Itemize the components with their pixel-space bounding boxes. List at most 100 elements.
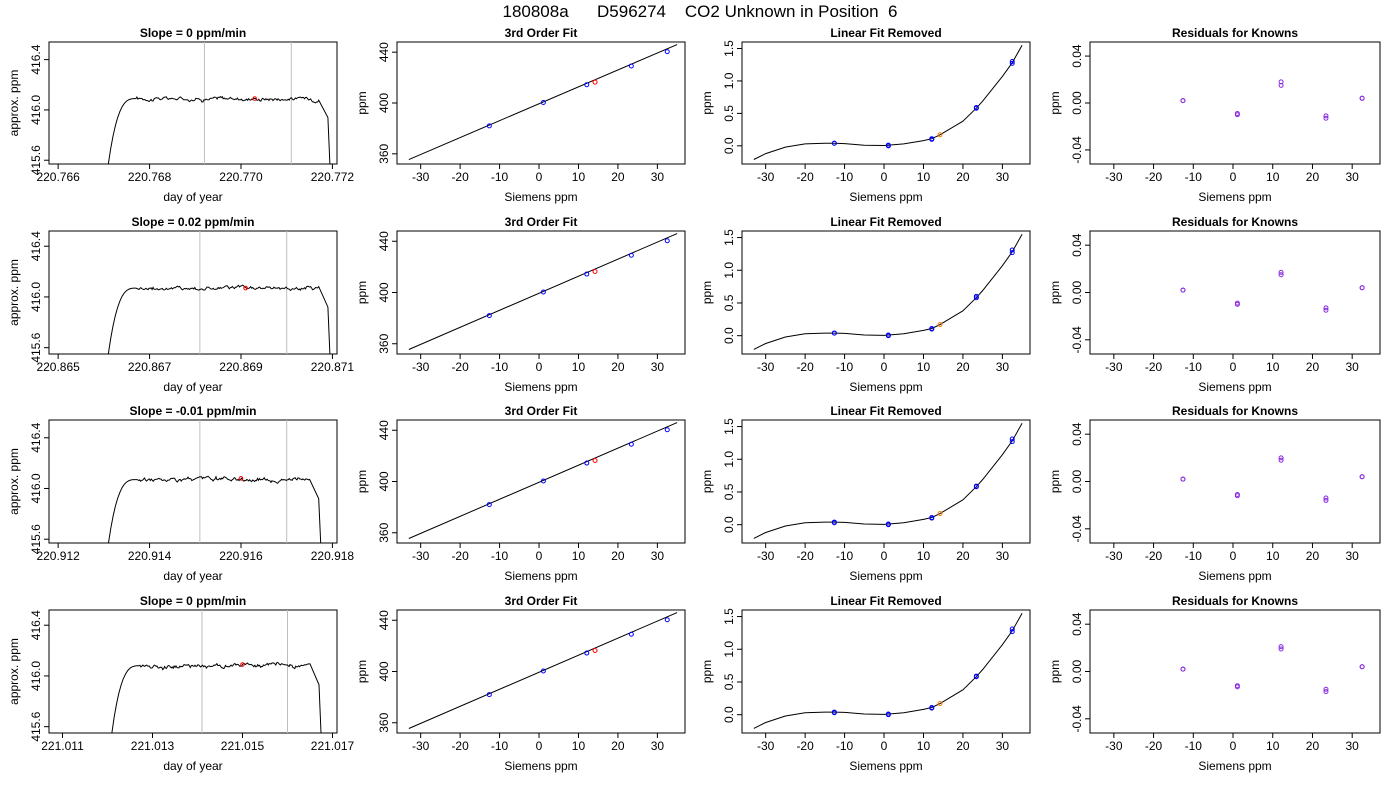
y-tick-label: 416.0 (29, 473, 43, 503)
residual-point-repeat (1323, 307, 1329, 313)
page-title: 180808a D596274 CO2 Unknown in Position … (502, 2, 898, 21)
y-tick-label: 0.0 (722, 516, 736, 533)
x-tick-label: 20 (611, 739, 625, 753)
x-tick-label: 10 (572, 739, 586, 753)
y-tick-label: 400 (377, 282, 391, 302)
signal-trace (111, 661, 322, 733)
known-point-repeat (1009, 58, 1015, 64)
y-tick-label: 0.00 (1070, 469, 1084, 493)
y-tick-label: -0.04 (1070, 515, 1084, 543)
x-tick-label: -20 (451, 549, 469, 563)
known-point-repeat (929, 705, 935, 711)
residual-point (1323, 305, 1329, 311)
x-tick-label: 0 (536, 360, 543, 374)
known-point-repeat (831, 710, 837, 716)
residual-point-repeat (1278, 269, 1284, 275)
x-tick-label: -30 (757, 739, 775, 753)
plot-frame (1089, 41, 1381, 165)
y-axis-label: ppm (355, 91, 369, 114)
residual-point-repeat (1234, 301, 1240, 307)
known-point (584, 271, 590, 277)
panel-linear_removed-4: Linear Fit Removed -30 -20 -10 0 10 20 30 Siemen… (700, 594, 1031, 773)
x-axis-label: Siemens ppm (849, 190, 922, 204)
y-tick-label: 0.04 (1070, 233, 1084, 257)
x-tick-label: -10 (1185, 360, 1203, 374)
x-axis-label: day of year (163, 380, 222, 394)
x-tick-label: 220.912 (36, 549, 80, 563)
x-tick-label: -20 (1145, 170, 1163, 184)
residual-point-repeat (1323, 497, 1329, 503)
known-point (584, 650, 590, 656)
panel-linear_removed-2: Linear Fit Removed -30 -20 -10 0 10 20 30 Siemen… (700, 215, 1031, 394)
x-axis-label: day of year (163, 569, 222, 583)
y-axis-label: ppm (355, 660, 369, 683)
x-tick-label: 10 (1266, 360, 1280, 374)
y-tick-label: 1.5 (722, 418, 736, 435)
x-tick-label: -20 (796, 170, 814, 184)
x-tick-label: -30 (412, 739, 430, 753)
y-axis-label: ppm (700, 470, 714, 493)
y-tick-label: 0.04 (1070, 612, 1084, 636)
known-point-repeat (973, 293, 979, 299)
residual-point-repeat (1359, 95, 1365, 101)
y-tick-label: -0.04 (1070, 705, 1084, 733)
plot-frame (1089, 230, 1381, 355)
y-axis-label: ppm (1048, 470, 1062, 493)
panel-title: Residuals for Knowns (1172, 404, 1298, 418)
sample-marker (238, 476, 244, 481)
x-tick-label: 0 (881, 170, 888, 184)
x-tick-label: 220.918 (311, 549, 355, 563)
residual-point-repeat (1180, 476, 1186, 482)
y-tick-label: 1.5 (722, 608, 736, 625)
x-tick-label: 20 (611, 549, 625, 563)
panel-linear_removed-1: Linear Fit Removed -30 -20 -10 0 10 20 30 Siemen… (700, 26, 1031, 204)
residual-point-repeat (1180, 98, 1186, 104)
y-tick-label: -0.04 (1070, 136, 1084, 164)
x-tick-label: -10 (491, 549, 509, 563)
x-tick-label: 20 (956, 360, 970, 374)
x-tick-label: 0 (1230, 170, 1237, 184)
y-tick-label: 416.4 (29, 610, 43, 640)
x-tick-label: 221.017 (311, 739, 355, 753)
fit-line (408, 233, 678, 350)
unknown-point (937, 322, 943, 328)
panel-residuals-1: Residuals for Knowns -30 -20 -10 0 10 20 30 Siem… (1048, 26, 1381, 204)
residual-point-repeat (1323, 113, 1329, 119)
x-tick-label: 220.914 (128, 549, 172, 563)
x-tick-label: -20 (796, 360, 814, 374)
known-point-repeat (885, 333, 891, 339)
x-axis-label: day of year (163, 190, 222, 204)
x-axis-label: Siemens ppm (1198, 380, 1271, 394)
y-tick-label: 360 (377, 144, 391, 164)
y-tick-label: 1.0 (722, 262, 736, 279)
panel-title: Slope = -0.01 ppm/min (129, 404, 256, 418)
y-tick-label: 0.00 (1070, 280, 1084, 304)
known-point-repeat (973, 483, 979, 489)
panel-time-1: Slope = 0 ppm/min 220.766 220.768 220.770 22… (7, 26, 354, 204)
x-tick-label: 30 (1346, 170, 1360, 184)
x-axis-label: Siemens ppm (1198, 569, 1271, 583)
known-point (584, 460, 590, 466)
known-point (540, 289, 546, 295)
y-tick-label: 0.0 (722, 706, 736, 723)
panel-title: 3rd Order Fit (505, 594, 578, 608)
x-tick-label: 0 (1230, 549, 1237, 563)
y-tick-label: 415.6 (29, 524, 43, 554)
x-tick-label: 220.865 (36, 360, 80, 374)
known-point-repeat (831, 330, 837, 336)
x-tick-label: -20 (796, 549, 814, 563)
y-tick-label: 440 (377, 610, 391, 630)
y-tick-label: 415.6 (29, 145, 43, 175)
x-tick-label: 10 (572, 549, 586, 563)
x-tick-label: 10 (917, 739, 931, 753)
known-point-repeat (973, 105, 979, 111)
y-axis-label: ppm (700, 91, 714, 114)
panel-fit-2: 3rd Order Fit -30 -20 -10 0 10 20 30 Siemens ppm… (355, 215, 686, 394)
signal-trace (107, 95, 331, 164)
x-tick-label: 220.768 (128, 170, 172, 184)
residual-point-repeat (1359, 474, 1365, 480)
y-tick-label: 360 (377, 712, 391, 732)
plot-frame (741, 41, 1031, 165)
y-tick-label: 416.4 (29, 44, 43, 74)
known-point-repeat (1009, 436, 1015, 442)
